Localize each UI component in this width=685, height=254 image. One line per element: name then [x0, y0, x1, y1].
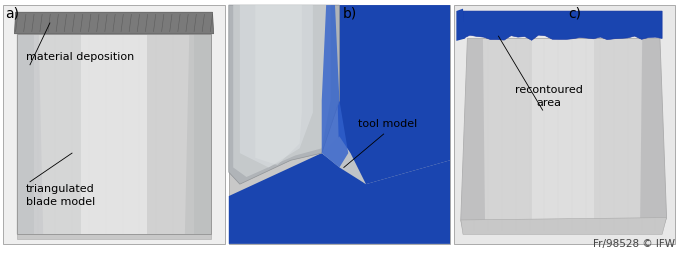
PathPatch shape — [532, 39, 593, 230]
PathPatch shape — [147, 34, 194, 234]
PathPatch shape — [16, 234, 212, 239]
Text: c): c) — [569, 6, 582, 20]
PathPatch shape — [454, 5, 675, 244]
PathPatch shape — [461, 39, 485, 230]
Text: recontoured
area: recontoured area — [515, 85, 583, 108]
Text: b): b) — [342, 6, 357, 20]
Text: triangulated
blade model: triangulated blade model — [25, 184, 95, 207]
PathPatch shape — [640, 39, 667, 230]
PathPatch shape — [456, 9, 465, 41]
Text: a): a) — [5, 6, 19, 20]
PathPatch shape — [463, 11, 662, 40]
PathPatch shape — [233, 5, 331, 177]
PathPatch shape — [461, 218, 667, 234]
Text: Fr/98528 © IFW: Fr/98528 © IFW — [593, 239, 675, 249]
PathPatch shape — [256, 5, 302, 165]
PathPatch shape — [16, 34, 212, 234]
PathPatch shape — [34, 34, 81, 234]
PathPatch shape — [229, 5, 340, 184]
PathPatch shape — [14, 12, 214, 34]
PathPatch shape — [229, 5, 450, 244]
Text: material deposition: material deposition — [25, 52, 134, 62]
Text: tool model: tool model — [358, 119, 418, 129]
PathPatch shape — [335, 5, 450, 184]
PathPatch shape — [240, 5, 313, 167]
PathPatch shape — [81, 34, 147, 234]
PathPatch shape — [322, 136, 366, 184]
PathPatch shape — [322, 5, 348, 167]
PathPatch shape — [461, 39, 667, 230]
PathPatch shape — [3, 5, 225, 244]
PathPatch shape — [16, 34, 43, 234]
PathPatch shape — [185, 34, 212, 234]
PathPatch shape — [229, 153, 450, 244]
